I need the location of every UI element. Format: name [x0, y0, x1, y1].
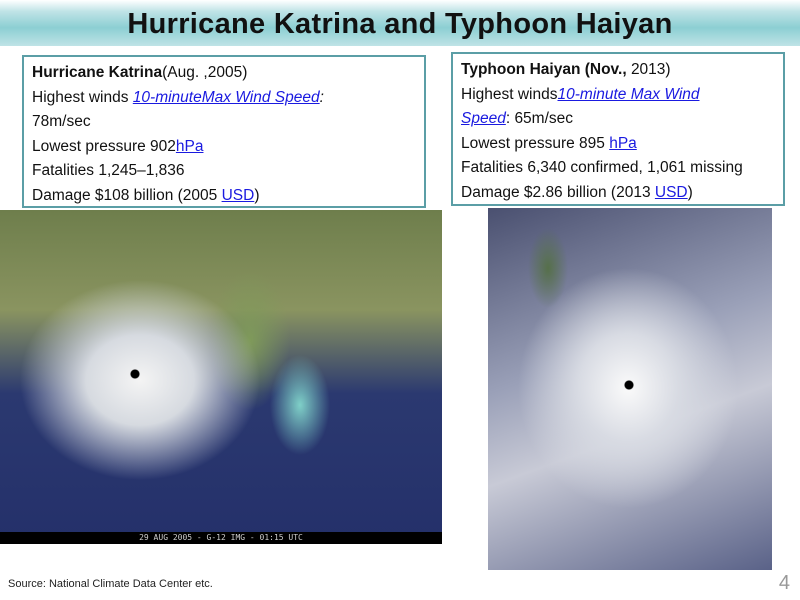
haiyan-winds-label: Highest winds	[461, 85, 558, 103]
page-number: 4	[778, 572, 790, 594]
haiyan-info-box: Typhoon Haiyan (Nov., 2013) Highest wind…	[451, 52, 785, 206]
haiyan-date: 2013)	[630, 61, 671, 78]
katrina-hpa-link[interactable]: hPa	[175, 137, 204, 155]
katrina-info-box: Hurricane Katrina(Aug. ,2005) Highest wi…	[22, 55, 426, 208]
haiyan-winds-value: : 65m/sec	[505, 110, 574, 127]
katrina-wind-speed-link[interactable]: 10-minuteMax Wind Speed	[132, 88, 320, 106]
katrina-date: (Aug. ,2005)	[162, 64, 248, 81]
katrina-damage-close: )	[254, 186, 260, 204]
haiyan-damage: Damage $2.86 billion (2013	[461, 183, 655, 201]
haiyan-wind-speed-link-cont[interactable]: Speed	[461, 110, 506, 127]
haiyan-damage-close: )	[687, 183, 693, 201]
katrina-satellite-image: 29 AUG 2005 - G-12 IMG - 01:15 UTC	[0, 210, 442, 544]
haiyan-name: Typhoon Haiyan (Nov.,	[461, 61, 631, 78]
slide-title: Hurricane Katrina and Typhoon Haiyan	[127, 8, 673, 40]
katrina-name: Hurricane Katrina	[32, 64, 163, 81]
title-bar: Hurricane Katrina and Typhoon Haiyan	[0, 0, 800, 46]
haiyan-wind-speed-link[interactable]: 10-minute Max Wind	[557, 85, 700, 103]
haiyan-hpa-link[interactable]: hPa	[609, 134, 637, 152]
katrina-pressure: Lowest pressure 902	[32, 137, 176, 155]
katrina-fatalities: Fatalities 1,245–1,836	[32, 162, 185, 179]
katrina-winds-value: 78m/sec	[32, 113, 91, 130]
katrina-usd-link[interactable]: USD	[221, 186, 255, 204]
haiyan-pressure: Lowest pressure 895	[461, 134, 610, 152]
haiyan-fatalities: Fatalities 6,340 confirmed, 1,061 missin…	[461, 159, 743, 176]
haiyan-usd-link[interactable]: USD	[654, 183, 688, 201]
katrina-winds-label: Highest winds	[32, 88, 133, 106]
source-note: Source: National Climate Data Center etc…	[8, 578, 213, 590]
haiyan-satellite-image	[488, 208, 772, 570]
katrina-damage: Damage $108 billion (2005	[32, 186, 222, 204]
katrina-image-caption: 29 AUG 2005 - G-12 IMG - 01:15 UTC	[0, 532, 442, 544]
